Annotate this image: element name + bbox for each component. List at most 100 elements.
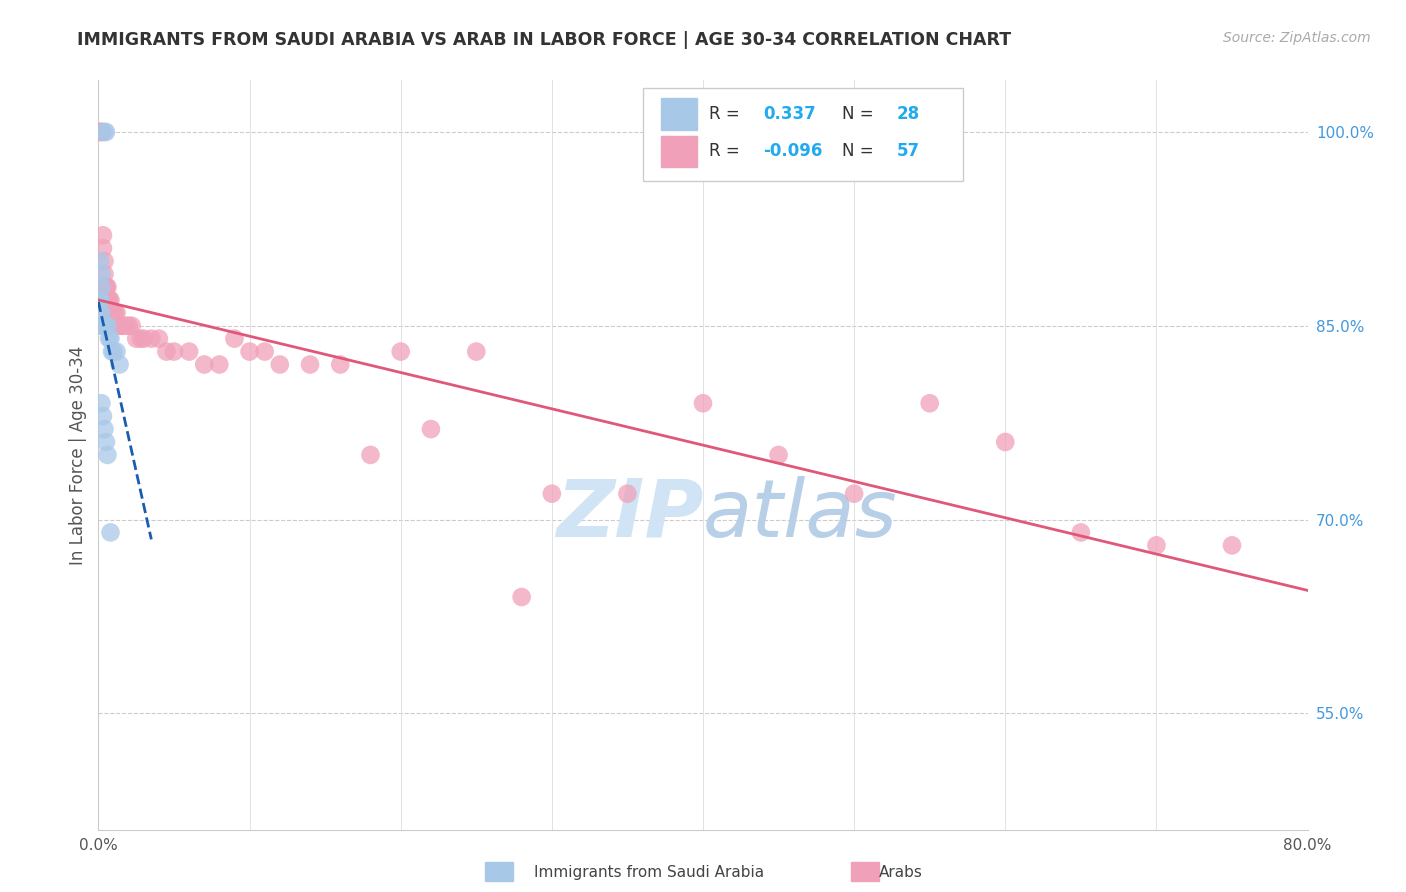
Point [239,344,262,359]
Point [103,344,125,359]
Point [107,318,129,333]
Point [329,358,352,372]
Point [93,422,115,436]
Text: Source: ZipAtlas.com: Source: ZipAtlas.com [1223,31,1371,45]
Point [299,358,322,372]
Bar [851,862,879,881]
Point [90,280,112,294]
Point [105,344,128,359]
Point [692,396,714,410]
Point [93,318,115,333]
Point [121,318,143,333]
Point [90,318,112,333]
Text: atlas: atlas [703,475,898,554]
Point [768,448,790,462]
Point [89,293,111,307]
Point [100,293,122,307]
Point [465,344,488,359]
Point [118,318,141,333]
Point [96,280,118,294]
Point [1070,525,1092,540]
Point [89,293,111,307]
Point [94,125,117,139]
Point [98,293,121,307]
Text: Arabs: Arabs [879,865,922,880]
Point [89,125,111,139]
Point [101,306,124,320]
Point [155,344,177,359]
Point [111,318,134,333]
Point [132,332,155,346]
Point [148,332,170,346]
Point [101,344,124,359]
Point [91,241,114,255]
Text: 28: 28 [897,105,920,123]
Point [100,332,122,346]
Point [98,293,121,307]
Point [105,306,128,320]
Point [91,228,114,243]
Text: ZIP: ZIP [555,475,703,554]
Point [98,332,121,346]
Point [110,318,132,333]
Point [90,267,112,281]
Point [93,254,115,268]
Point [114,318,136,333]
Point [193,358,215,372]
Text: -0.096: -0.096 [763,143,823,161]
Bar [485,862,513,881]
Point [96,293,118,307]
Point [96,318,118,333]
Point [994,435,1017,450]
Point [103,306,125,320]
Text: Immigrants from Saudi Arabia: Immigrants from Saudi Arabia [534,865,765,880]
Point [510,590,533,604]
Point [91,409,114,424]
Point [104,306,127,320]
Point [1220,538,1243,552]
FancyBboxPatch shape [643,87,963,181]
Text: 57: 57 [897,143,920,161]
Point [89,306,111,320]
Point [616,486,638,500]
Point [208,358,231,372]
Point [90,125,112,139]
Point [108,318,131,333]
Point [420,422,443,436]
Point [125,332,148,346]
Point [94,280,117,294]
Text: IMMIGRANTS FROM SAUDI ARABIA VS ARAB IN LABOR FORCE | AGE 30-34 CORRELATION CHAR: IMMIGRANTS FROM SAUDI ARABIA VS ARAB IN … [77,31,1011,49]
Point [1144,538,1167,552]
Point [540,486,562,500]
Point [89,293,111,307]
Point [91,318,114,333]
Point [90,396,112,410]
Point [918,396,941,410]
Point [108,358,131,372]
Point [253,344,276,359]
Point [224,332,246,346]
Point [179,344,201,359]
Text: N =: N = [842,105,879,123]
Text: R =: R = [709,105,745,123]
Point [269,358,291,372]
Point [94,318,117,333]
Point [90,306,112,320]
Point [141,332,163,346]
Y-axis label: In Labor Force | Age 30-34: In Labor Force | Age 30-34 [69,345,87,565]
Point [96,448,118,462]
Point [94,435,117,450]
Point [100,306,122,320]
Point [94,280,117,294]
Bar [661,136,697,167]
Text: R =: R = [709,143,745,161]
Point [129,332,152,346]
Point [163,344,186,359]
Point [93,267,115,281]
Text: 0.337: 0.337 [763,105,817,123]
Point [389,344,412,359]
Point [91,318,114,333]
Text: N =: N = [842,143,879,161]
Point [360,448,382,462]
Bar [661,98,697,129]
